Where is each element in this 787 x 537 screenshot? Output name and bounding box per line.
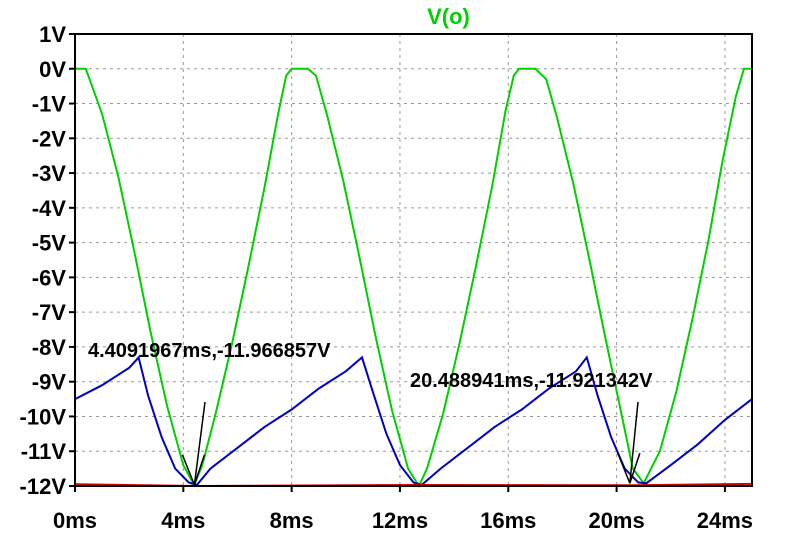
cursor-annotations: 4.4091967ms,-11.966857V 20.488941ms,-11.9…: [88, 340, 653, 486]
y-tick-label: -1V: [32, 92, 67, 117]
x-tick-label: 16ms: [480, 508, 536, 533]
y-tick-label: -10V: [20, 404, 67, 429]
y-tick-label: -3V: [32, 161, 67, 186]
cursor-readout-label: 4.4091967ms,-11.966857V: [88, 340, 331, 362]
y-tick-label: -11V: [21, 439, 67, 464]
y-tick-label: -8V: [32, 335, 67, 360]
cursor-readout-label: 20.488941ms,-11.921342V: [410, 370, 653, 392]
x-tick-label: 12ms: [372, 508, 428, 533]
y-tick-label: 0V: [39, 57, 66, 82]
y-tick-label: -9V: [32, 370, 67, 395]
cursor-arrow-right: [629, 453, 641, 484]
y-tick-label: -6V: [32, 265, 67, 290]
x-tick-label: 8ms: [270, 508, 314, 533]
axis-ticks: 1V 0V -1V -2V -3V -4V -5V -6V -7V -8V -9V -10V -11V -…: [20, 22, 754, 533]
chart-title: V(o): [427, 4, 470, 29]
y-tick-label: -5V: [32, 231, 67, 256]
x-tick-label: 20ms: [588, 508, 644, 533]
y-tick-label: -7V: [32, 300, 67, 325]
cursor-pointer-line: [193, 401, 206, 485]
grid: [75, 34, 752, 486]
cursor-pointer-line: [629, 401, 639, 484]
y-tick-label: 1V: [39, 22, 66, 47]
x-tick-label: 4ms: [161, 508, 205, 533]
plot-frame: [74, 33, 753, 487]
x-tick-label: 24ms: [697, 508, 753, 533]
y-tick-label: -2V: [32, 126, 67, 151]
cursor-arrow-left: [617, 452, 631, 484]
y-tick-label: -12V: [20, 474, 67, 499]
cursor-arrow-right: [193, 454, 206, 486]
y-tick-label: -4V: [32, 196, 67, 221]
x-tick-label: 0ms: [53, 508, 97, 533]
cursor-arrow-left: [181, 454, 196, 486]
